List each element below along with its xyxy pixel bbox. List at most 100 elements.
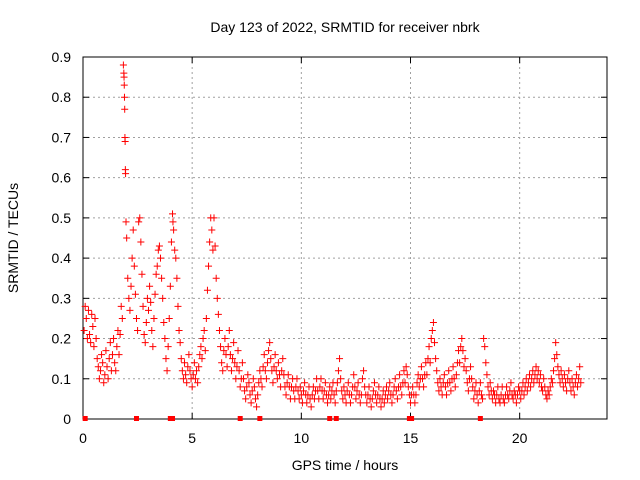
data-point [350, 371, 358, 379]
data-point [142, 318, 150, 326]
data-point [147, 298, 155, 306]
data-point [330, 391, 338, 399]
data-point [451, 383, 459, 391]
data-point [385, 387, 393, 395]
data-point [86, 331, 94, 339]
data-point [182, 371, 190, 379]
x-tick-label: 15 [403, 430, 419, 446]
data-point [148, 327, 156, 335]
data-point [134, 327, 142, 335]
data-point [102, 347, 110, 355]
data-point [234, 347, 242, 355]
data-point [250, 383, 258, 391]
data-point [127, 282, 135, 290]
data-point [535, 379, 543, 387]
data-point [226, 351, 234, 359]
data-point [243, 383, 251, 391]
data-point [262, 375, 270, 383]
data-point [170, 226, 178, 234]
data-point [480, 335, 488, 343]
data-point [115, 351, 123, 359]
data-point [128, 254, 136, 262]
data-point [576, 363, 584, 371]
data-point [141, 339, 149, 347]
data-point [236, 383, 244, 391]
data-point [195, 363, 203, 371]
x-tick-labels: 0 5 10 15 20 [79, 430, 528, 446]
data-point [96, 367, 104, 375]
data-point [138, 270, 146, 278]
data-point [301, 379, 309, 387]
zero-point [477, 416, 483, 421]
data-point [227, 367, 235, 375]
data-point [486, 379, 494, 387]
data-point [201, 347, 209, 355]
data-point [334, 367, 342, 375]
data-point [397, 383, 405, 391]
data-point [99, 359, 107, 367]
data-point [210, 214, 218, 222]
data-point [196, 351, 204, 359]
data-point [575, 375, 583, 383]
data-point [509, 395, 517, 403]
data-point [105, 355, 113, 363]
data-point [164, 343, 172, 351]
data-point [398, 391, 406, 399]
data-point [152, 270, 160, 278]
data-point [172, 254, 180, 262]
data-point [295, 395, 303, 403]
data-point [417, 363, 425, 371]
data-point [90, 343, 98, 351]
data-point [151, 290, 159, 298]
data-point [464, 387, 472, 395]
data-point [122, 218, 130, 226]
data-point [108, 351, 116, 359]
data-point [213, 294, 221, 302]
data-point [231, 359, 239, 367]
data-point [116, 331, 124, 339]
data-point [178, 367, 186, 375]
data-point [244, 371, 252, 379]
data-point [154, 246, 162, 254]
data-point [402, 363, 410, 371]
data-point [255, 379, 263, 387]
data-point [110, 335, 118, 343]
zero-point [257, 416, 263, 421]
data-point [382, 383, 390, 391]
data-point [333, 379, 341, 387]
data-point [488, 395, 496, 403]
y-tick-label: 0.5 [52, 210, 72, 226]
data-point [82, 314, 90, 322]
data-point [91, 314, 99, 322]
data-point [269, 379, 277, 387]
data-point [121, 137, 129, 145]
data-point [363, 399, 371, 407]
data-point [447, 387, 455, 395]
x-tick-label: 5 [188, 430, 196, 446]
data-point [513, 391, 521, 399]
data-point [515, 383, 523, 391]
data-point [517, 395, 525, 403]
data-point [296, 383, 304, 391]
data-point [570, 391, 578, 399]
data-point [165, 314, 173, 322]
data-point [489, 387, 497, 395]
data-point [146, 282, 154, 290]
zero-point [333, 416, 339, 421]
data-point [557, 367, 565, 375]
data-point [261, 367, 269, 375]
data-point [393, 395, 401, 403]
data-point [469, 383, 477, 391]
data-point [166, 282, 174, 290]
data-point [169, 210, 177, 218]
data-point [354, 379, 362, 387]
data-point [284, 371, 292, 379]
data-point [364, 391, 372, 399]
data-point [199, 335, 207, 343]
data-point [463, 379, 471, 387]
data-point [118, 314, 126, 322]
data-point [481, 343, 489, 351]
data-point [129, 226, 137, 234]
data-point [282, 391, 290, 399]
data-point [211, 242, 219, 250]
